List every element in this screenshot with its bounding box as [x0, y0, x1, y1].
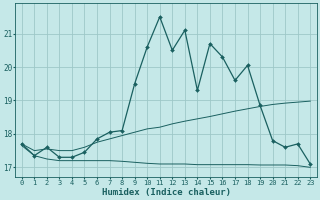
X-axis label: Humidex (Indice chaleur): Humidex (Indice chaleur)	[101, 188, 230, 197]
